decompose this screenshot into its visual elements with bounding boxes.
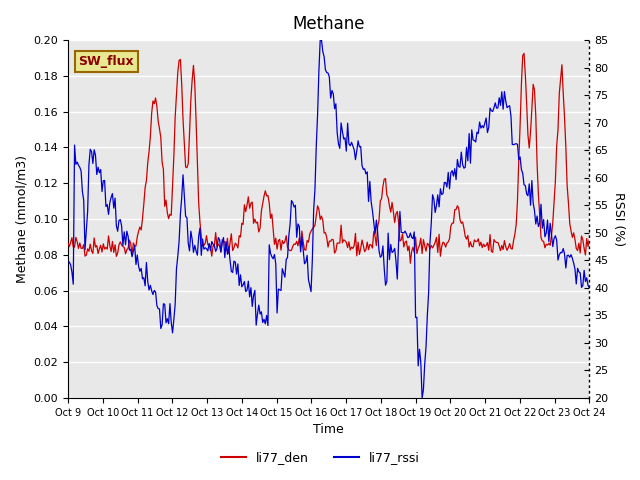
X-axis label: Time: Time (314, 423, 344, 436)
Title: Methane: Methane (292, 15, 365, 33)
Text: SW_flux: SW_flux (79, 55, 134, 68)
Legend: li77_den, li77_rssi: li77_den, li77_rssi (216, 446, 424, 469)
Y-axis label: RSSI (%): RSSI (%) (612, 192, 625, 246)
Y-axis label: Methane (mmol/m3): Methane (mmol/m3) (15, 155, 28, 283)
